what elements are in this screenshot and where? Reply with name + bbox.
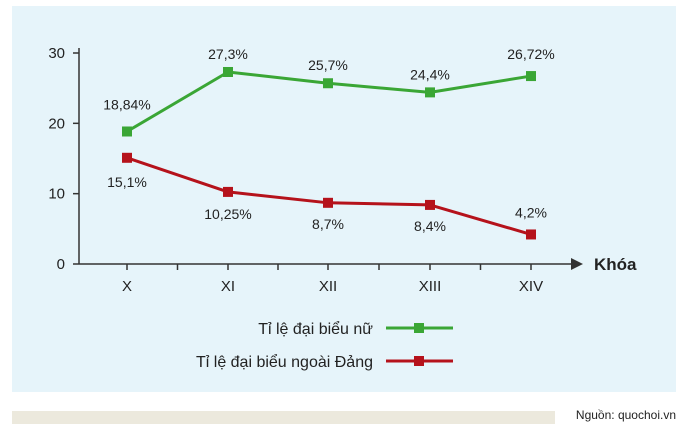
data-point-marker [425, 87, 435, 98]
data-point-marker [526, 229, 536, 240]
data-label: 4,2% [515, 204, 547, 220]
y-tick-label: 20 [48, 115, 65, 132]
legend-marker [414, 356, 424, 366]
data-label: 8,7% [312, 216, 344, 232]
x-tick-label: XI [221, 278, 235, 295]
data-label: 27,3% [208, 46, 248, 62]
x-axis-arrow-icon [571, 258, 583, 270]
data-label: 24,4% [410, 66, 450, 82]
data-label: 10,25% [204, 206, 251, 222]
data-point-marker [122, 126, 132, 137]
x-tick-label: X [122, 278, 132, 295]
x-axis-title: Khóa [594, 255, 637, 274]
data-point-marker [323, 197, 333, 208]
legend-marker [414, 323, 424, 333]
footer-bar [12, 411, 555, 424]
data-label: 18,84% [103, 96, 150, 112]
data-point-marker [323, 78, 333, 89]
data-label: 15,1% [107, 174, 147, 190]
source-note: Nguồn: quochoi.vn [575, 408, 676, 422]
data-point-marker [223, 66, 233, 77]
data-label: 8,4% [414, 218, 446, 234]
y-tick-label: 30 [48, 45, 65, 62]
x-tick-label: XIV [519, 278, 543, 295]
data-point-marker [122, 152, 132, 163]
x-tick-label: XII [319, 278, 337, 295]
x-tick-label: XIII [419, 278, 442, 295]
data-label: 26,72% [507, 46, 554, 62]
data-point-marker [425, 199, 435, 210]
legend-label: Tỉ lệ đại biểu ngoài Đảng [196, 353, 373, 371]
legend-label: Tỉ lệ đại biểu nữ [258, 320, 373, 338]
chart-panel [12, 6, 676, 392]
data-label: 25,7% [308, 57, 348, 73]
data-point-marker [223, 186, 233, 197]
data-point-marker [526, 71, 536, 82]
y-tick-label: 10 [48, 186, 65, 203]
y-tick-label: 0 [57, 256, 65, 273]
